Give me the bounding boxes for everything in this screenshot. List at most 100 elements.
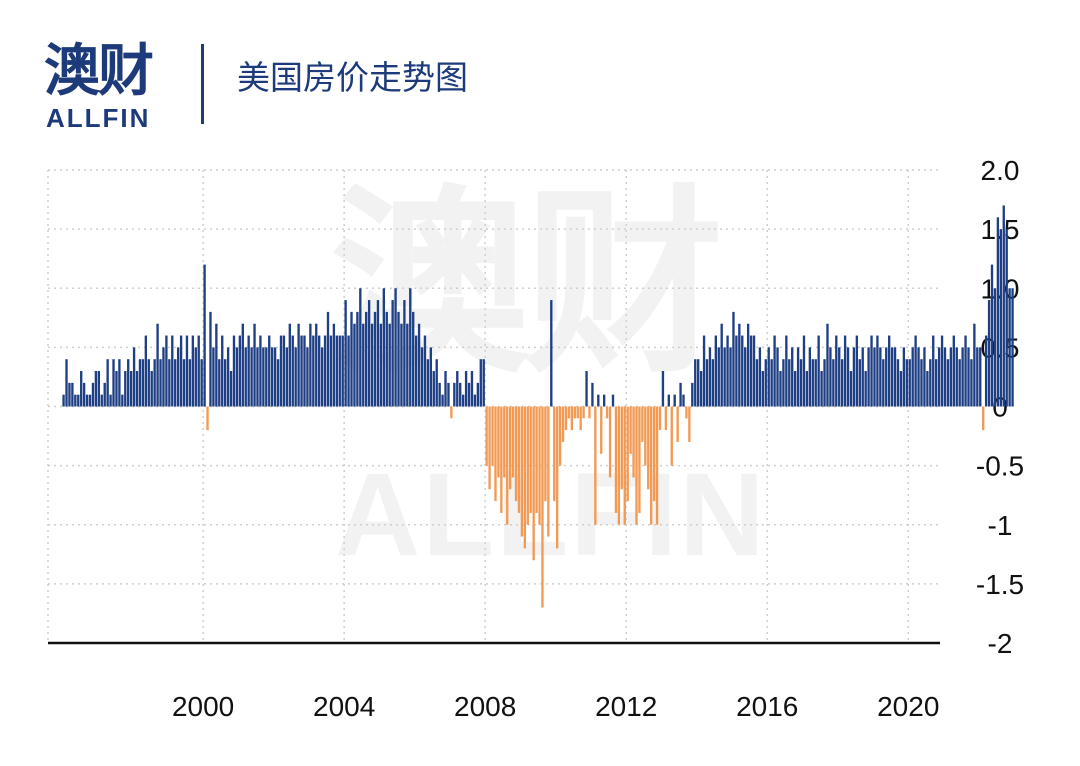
bar — [979, 347, 982, 407]
bar — [94, 371, 98, 407]
bar — [253, 323, 256, 407]
bar — [347, 335, 350, 407]
bar — [259, 335, 262, 407]
bar — [403, 300, 406, 407]
bar — [826, 323, 829, 407]
bar — [858, 359, 861, 407]
bar — [782, 359, 785, 407]
bar — [550, 300, 553, 407]
bar — [517, 406, 521, 513]
bar — [638, 406, 641, 513]
bar — [106, 359, 109, 407]
bar — [594, 406, 597, 525]
bar — [297, 323, 300, 407]
bar — [887, 335, 891, 407]
bar — [335, 335, 338, 407]
bar — [309, 323, 312, 407]
bar — [391, 300, 394, 407]
bar — [597, 394, 600, 407]
x-tick-label: 2004 — [313, 691, 375, 722]
bar — [312, 335, 315, 407]
bar — [1008, 288, 1011, 407]
bar — [664, 406, 668, 431]
bar — [426, 359, 430, 407]
bar — [579, 406, 582, 431]
chart-title: 美国房价走势图 — [237, 58, 468, 97]
bar — [682, 394, 685, 407]
brand-name-en: ALLFIN — [46, 103, 151, 133]
bar — [503, 406, 506, 478]
bar — [943, 347, 947, 407]
bar — [159, 359, 162, 407]
x-tick-label: 2008 — [454, 691, 516, 722]
bar — [600, 406, 603, 454]
bar — [535, 406, 538, 513]
bar — [150, 371, 153, 407]
bar — [441, 394, 444, 407]
bar — [676, 406, 679, 442]
bar — [185, 335, 189, 407]
bar — [341, 335, 344, 407]
bar — [250, 347, 253, 407]
bar — [779, 371, 782, 407]
bar — [661, 371, 665, 407]
bar — [929, 359, 932, 407]
bar — [497, 406, 500, 478]
brand-logo: 澳财 ALLFIN — [44, 40, 164, 133]
bar — [811, 359, 814, 407]
bar — [652, 406, 656, 502]
bar — [961, 347, 964, 407]
bar — [500, 406, 503, 513]
bar — [970, 359, 973, 407]
bar — [68, 382, 71, 407]
bar — [450, 406, 453, 419]
bar — [432, 371, 435, 407]
bar — [864, 371, 867, 407]
bar — [461, 394, 465, 407]
bar — [350, 311, 353, 407]
bar — [723, 347, 726, 407]
bar — [908, 359, 911, 407]
bar — [899, 371, 903, 407]
bar — [773, 335, 776, 407]
bar — [262, 347, 265, 407]
bar — [494, 406, 497, 502]
bar — [708, 347, 712, 407]
y-tick-label: -0.5 — [976, 451, 1024, 482]
bar — [206, 406, 209, 431]
bar — [958, 359, 961, 407]
bar — [482, 359, 485, 407]
bar — [976, 347, 979, 407]
bar — [564, 406, 568, 431]
bar — [896, 359, 900, 407]
bar — [88, 394, 92, 407]
bar — [873, 347, 876, 407]
bar — [435, 359, 438, 407]
bar — [423, 335, 427, 407]
bar — [414, 335, 418, 407]
bar — [805, 371, 809, 407]
bar — [291, 335, 294, 407]
bar — [467, 382, 471, 407]
bar — [808, 347, 812, 407]
bar — [544, 406, 547, 502]
bar — [300, 335, 303, 407]
bar — [770, 359, 773, 407]
bar — [326, 311, 330, 407]
bar — [256, 347, 259, 407]
bar — [315, 323, 318, 407]
bar — [508, 406, 512, 490]
bar — [385, 311, 388, 407]
bar — [1005, 229, 1008, 407]
bar — [109, 394, 112, 407]
bar — [935, 359, 938, 407]
bar — [626, 406, 629, 502]
bar — [379, 323, 383, 407]
bar — [882, 359, 885, 407]
bar — [573, 406, 576, 419]
bar — [209, 311, 212, 407]
bar — [235, 347, 239, 407]
bar — [705, 359, 709, 407]
bar — [641, 406, 644, 442]
bar — [614, 406, 618, 513]
